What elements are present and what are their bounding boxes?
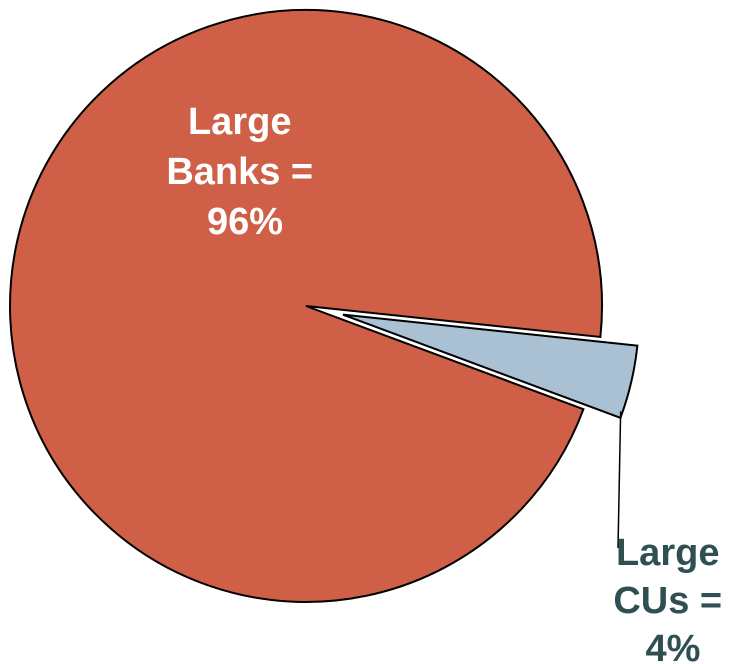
label-large-cus: Large CUs = 4% bbox=[613, 532, 730, 664]
label-large-cus-line-3: 4% bbox=[646, 628, 701, 664]
slice-large-banks bbox=[9, 9, 603, 603]
label-large-cus-line-2: CUs = bbox=[613, 580, 722, 622]
leader-line bbox=[617, 411, 622, 549]
label-large-banks: Large Banks = 96% bbox=[166, 101, 323, 243]
label-large-banks-line-3: 96% bbox=[207, 201, 283, 243]
label-large-cus-line-1: Large bbox=[616, 532, 719, 574]
label-large-banks-line-2: Banks = bbox=[166, 151, 313, 193]
label-large-banks-line-1: Large bbox=[188, 101, 291, 143]
